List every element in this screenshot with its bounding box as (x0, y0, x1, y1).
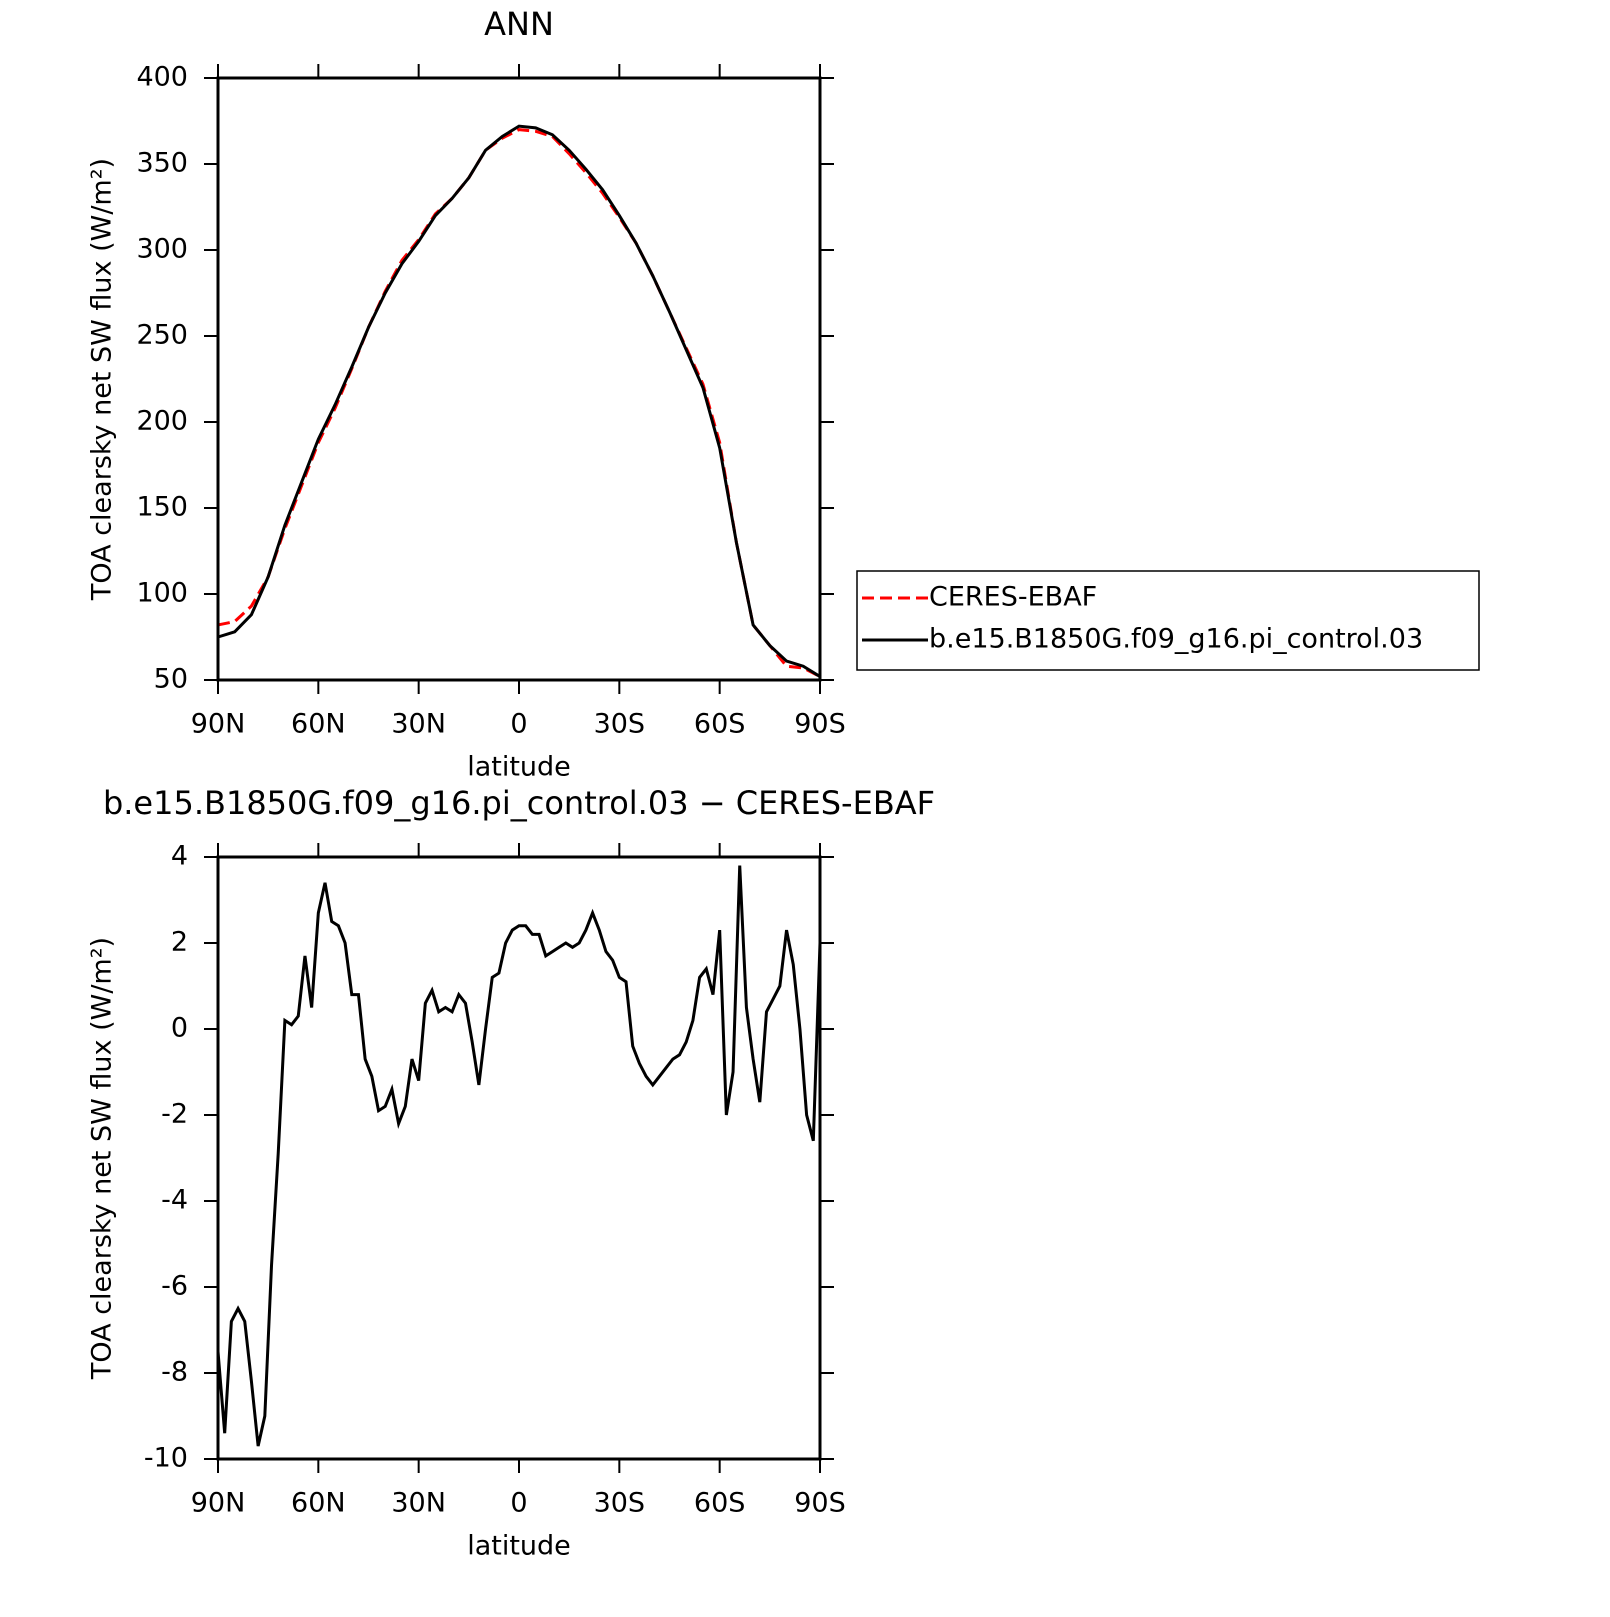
y-tick-label: 0 (171, 1013, 188, 1044)
x-tick-label: 90S (794, 1488, 846, 1519)
legend-box (856, 570, 1480, 671)
y-tick-label: 300 (136, 234, 188, 265)
plot-frame (216, 76, 822, 682)
x-tick-label: 0 (510, 1488, 527, 1519)
data-line (217, 124, 821, 678)
x-tick-label: 90N (191, 1488, 246, 1519)
y-tick-label: -6 (161, 1271, 188, 1302)
y-tick-label: 250 (136, 320, 188, 351)
x-tick-label: 60N (291, 709, 346, 740)
y-tick-label: -8 (161, 1357, 188, 1388)
data-line (216, 865, 822, 1447)
y-tick-label: 4 (171, 841, 188, 872)
legend-label: b.e15.B1850G.f09_g16.pi_control.03 (929, 624, 1423, 655)
x-tick-label: 90S (794, 709, 846, 740)
y-tick-label: 150 (136, 492, 188, 523)
x-axis-label: latitude (467, 752, 571, 783)
x-tick-label: 30N (391, 1488, 446, 1519)
x-tick-label: 0 (510, 709, 527, 740)
y-tick-label: 350 (136, 148, 188, 179)
y-tick-label: 100 (136, 578, 188, 609)
chart-title: b.e15.B1850G.f09_g16.pi_control.03 − CER… (103, 784, 935, 822)
y-tick-label: 200 (136, 406, 188, 437)
x-tick-label: 30S (594, 1488, 646, 1519)
x-tick-label: 60S (694, 709, 746, 740)
data-line (217, 128, 821, 678)
y-axis-label: TOA clearsky net SW flux (W/m²) (87, 158, 118, 601)
y-tick-label: 2 (171, 927, 188, 958)
y-tick-label: -10 (144, 1443, 188, 1474)
legend-label: CERES-EBAF (929, 582, 1097, 613)
y-axis-label: TOA clearsky net SW flux (W/m²) (87, 937, 118, 1380)
x-tick-label: 60N (291, 1488, 346, 1519)
y-tick-label: -4 (161, 1185, 188, 1216)
y-tick-label: -2 (161, 1099, 188, 1130)
x-tick-label: 30N (391, 709, 446, 740)
x-tick-label: 90N (191, 709, 246, 740)
y-tick-label: 400 (136, 62, 188, 93)
plot-frame (216, 855, 822, 1461)
y-tick-label: 50 (154, 664, 188, 695)
x-axis-label: latitude (467, 1531, 571, 1562)
x-tick-label: 30S (594, 709, 646, 740)
x-tick-label: 60S (694, 1488, 746, 1519)
chart-title: ANN (484, 5, 554, 43)
